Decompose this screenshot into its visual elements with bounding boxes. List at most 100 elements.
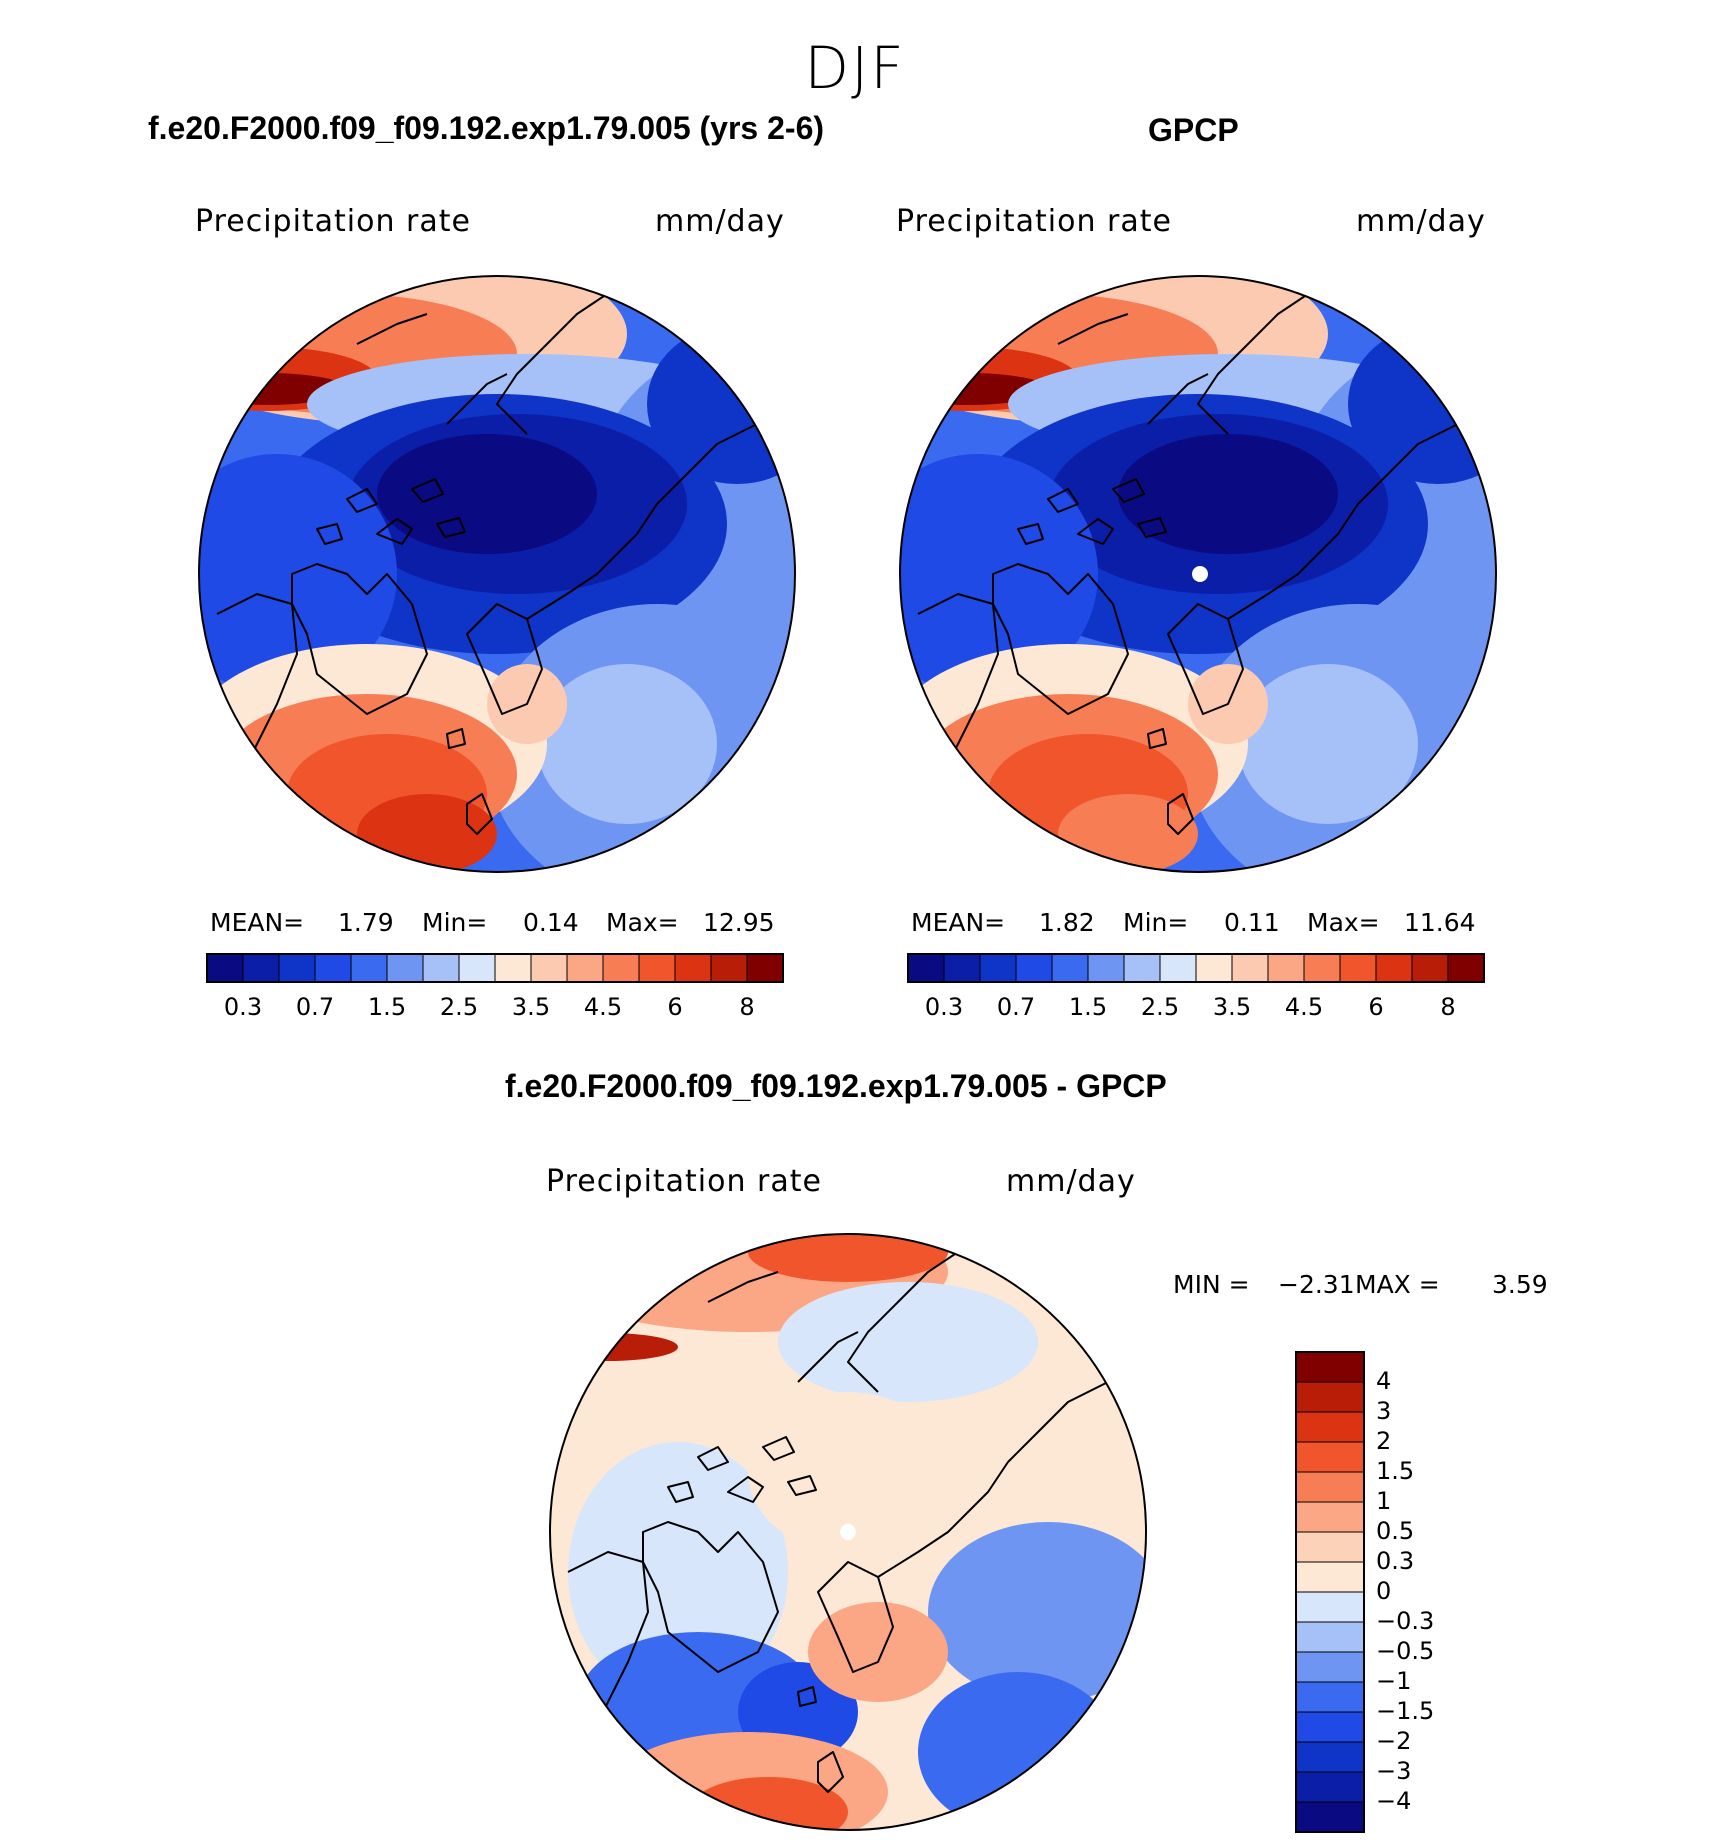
- model-colorbar-box: [278, 953, 316, 983]
- diff-panel-title: f.e20.F2000.f09_f09.192.exp1.79.005 - GP…: [505, 1068, 1167, 1104]
- field-region: [928, 1522, 1146, 1702]
- model-colorbar-box: [710, 953, 748, 983]
- field-region: [377, 434, 597, 554]
- diff-colorbar-tick: −4: [1376, 1787, 1412, 1815]
- obs-map-border: [899, 275, 1497, 873]
- model-colorbar-frame: [206, 953, 784, 983]
- diff-colorbar: [1295, 1351, 1365, 1833]
- coastline: [642, 1521, 779, 1673]
- diff-colorbar-box: [1295, 1381, 1365, 1413]
- model-colorbar-tick: 1.5: [367, 993, 407, 1021]
- model-colorbar-box: [674, 953, 712, 983]
- diff-colorbar-tick: −2: [1376, 1727, 1412, 1755]
- model-mean-value: 1.79: [338, 908, 394, 937]
- coastline: [1057, 313, 1129, 345]
- diff-colorbar-frame: [1295, 1351, 1365, 1833]
- obs-colorbar-box: [1087, 953, 1125, 983]
- coastline: [992, 563, 1129, 715]
- obs-colorbar-box: [1159, 953, 1197, 983]
- coastline: [446, 373, 508, 425]
- model-units-label: mm/day: [655, 204, 785, 239]
- field-region: [900, 454, 1098, 694]
- diff-colorbar-tick: −0.3: [1376, 1607, 1435, 1635]
- obs-colorbar-box: [1411, 953, 1449, 983]
- coastline: [1197, 293, 1309, 435]
- diff-colorbar-tick: 1.5: [1376, 1457, 1415, 1485]
- diff-colorbar-box: [1295, 1681, 1365, 1713]
- obs-colorbar-box: [979, 953, 1017, 983]
- obs-max-value: 11.64: [1404, 908, 1476, 937]
- obs-colorbar-tick: 1.5: [1068, 993, 1108, 1021]
- obs-variable-label: Precipitation rate: [896, 204, 1172, 239]
- model-colorbar-box: [530, 953, 568, 983]
- coastline: [216, 593, 298, 785]
- diff-colorbar-tick: −1: [1376, 1667, 1412, 1695]
- diff-colorbar-box: [1295, 1411, 1365, 1443]
- diff-colorbar-box: [1295, 1351, 1365, 1383]
- obs-colorbar-frame: [907, 953, 1485, 983]
- obs-colorbar-box: [1123, 953, 1161, 983]
- diff-colorbar-tick: 2: [1376, 1427, 1392, 1455]
- obs-colorbar-tick: 0.3: [924, 993, 964, 1021]
- diff-min-value: −2.31: [1278, 1270, 1355, 1299]
- obs-colorbar-tick: 8: [1440, 993, 1456, 1021]
- model-min-label: Min=: [422, 908, 488, 937]
- diff-max-value: 3.59: [1492, 1270, 1548, 1299]
- diff-units-label: mm/day: [1006, 1164, 1136, 1199]
- obs-colorbar-box: [1015, 953, 1053, 983]
- model-colorbar-tick: 4.5: [583, 993, 623, 1021]
- obs-colorbar-box: [943, 953, 981, 983]
- diff-colorbar-box: [1295, 1621, 1365, 1653]
- model-colorbar-tick: 2.5: [439, 993, 479, 1021]
- obs-colorbar-tick: 3.5: [1212, 993, 1252, 1021]
- obs-colorbar-tick: 0.7: [996, 993, 1036, 1021]
- obs-mean-label: MEAN=: [911, 908, 1006, 937]
- model-map-border: [198, 275, 796, 873]
- obs-units-label: mm/day: [1356, 204, 1486, 239]
- diff-colorbar-box: [1295, 1801, 1365, 1833]
- model-mean-label: MEAN=: [210, 908, 305, 937]
- diff-colorbar-tick: −0.5: [1376, 1637, 1435, 1665]
- coastline: [1147, 373, 1209, 425]
- pole-missing-marker: [1192, 566, 1208, 582]
- field-region: [1238, 664, 1418, 824]
- coastline: [496, 293, 608, 435]
- coastline: [817, 1751, 844, 1793]
- model-min-value: 0.14: [523, 908, 579, 937]
- model-colorbar-tick: 6: [667, 993, 683, 1021]
- model-colorbar-box: [242, 953, 280, 983]
- diff-colorbar-tick: 0.5: [1376, 1517, 1415, 1545]
- diff-colorbar-box: [1295, 1741, 1365, 1773]
- diff-field: [550, 1234, 1146, 1830]
- model-colorbar-box: [746, 953, 784, 983]
- obs-colorbar-box: [1303, 953, 1341, 983]
- model-max-value: 12.95: [703, 908, 775, 937]
- field-region: [918, 1672, 1118, 1830]
- obs-panel-title: GPCP: [1148, 112, 1239, 148]
- diff-colorbar-box: [1295, 1591, 1365, 1623]
- coastline: [466, 603, 543, 715]
- diff-colorbar-tick: 3: [1376, 1397, 1392, 1425]
- diff-map-border: [549, 1233, 1147, 1831]
- model-colorbar-box: [314, 953, 352, 983]
- obs-max-label: Max=: [1307, 908, 1380, 937]
- obs-colorbar-box: [1339, 953, 1377, 983]
- field-region: [1118, 434, 1338, 554]
- model-colorbar-box: [494, 953, 532, 983]
- coastline: [567, 1551, 649, 1743]
- obs-colorbar-box: [907, 953, 945, 983]
- diff-colorbar-box: [1295, 1471, 1365, 1503]
- obs-colorbar-box: [1447, 953, 1485, 983]
- diff-colorbar-tick: 4: [1376, 1367, 1392, 1395]
- diff-colorbar-box: [1295, 1651, 1365, 1683]
- model-colorbar-box: [458, 953, 496, 983]
- diff-polar-map: [549, 1233, 1147, 1831]
- season-title: DJF: [804, 34, 906, 102]
- coastline: [697, 1436, 795, 1503]
- coastline: [1147, 728, 1167, 749]
- diff-colorbar-box: [1295, 1441, 1365, 1473]
- field-region: [748, 1392, 948, 1552]
- diff-colorbar-tick: 0: [1376, 1577, 1392, 1605]
- model-colorbar-ticks: 0.3 0.7 1.5 2.5 3.5 4.5 6 8: [207, 993, 783, 1023]
- model-colorbar-box: [566, 953, 604, 983]
